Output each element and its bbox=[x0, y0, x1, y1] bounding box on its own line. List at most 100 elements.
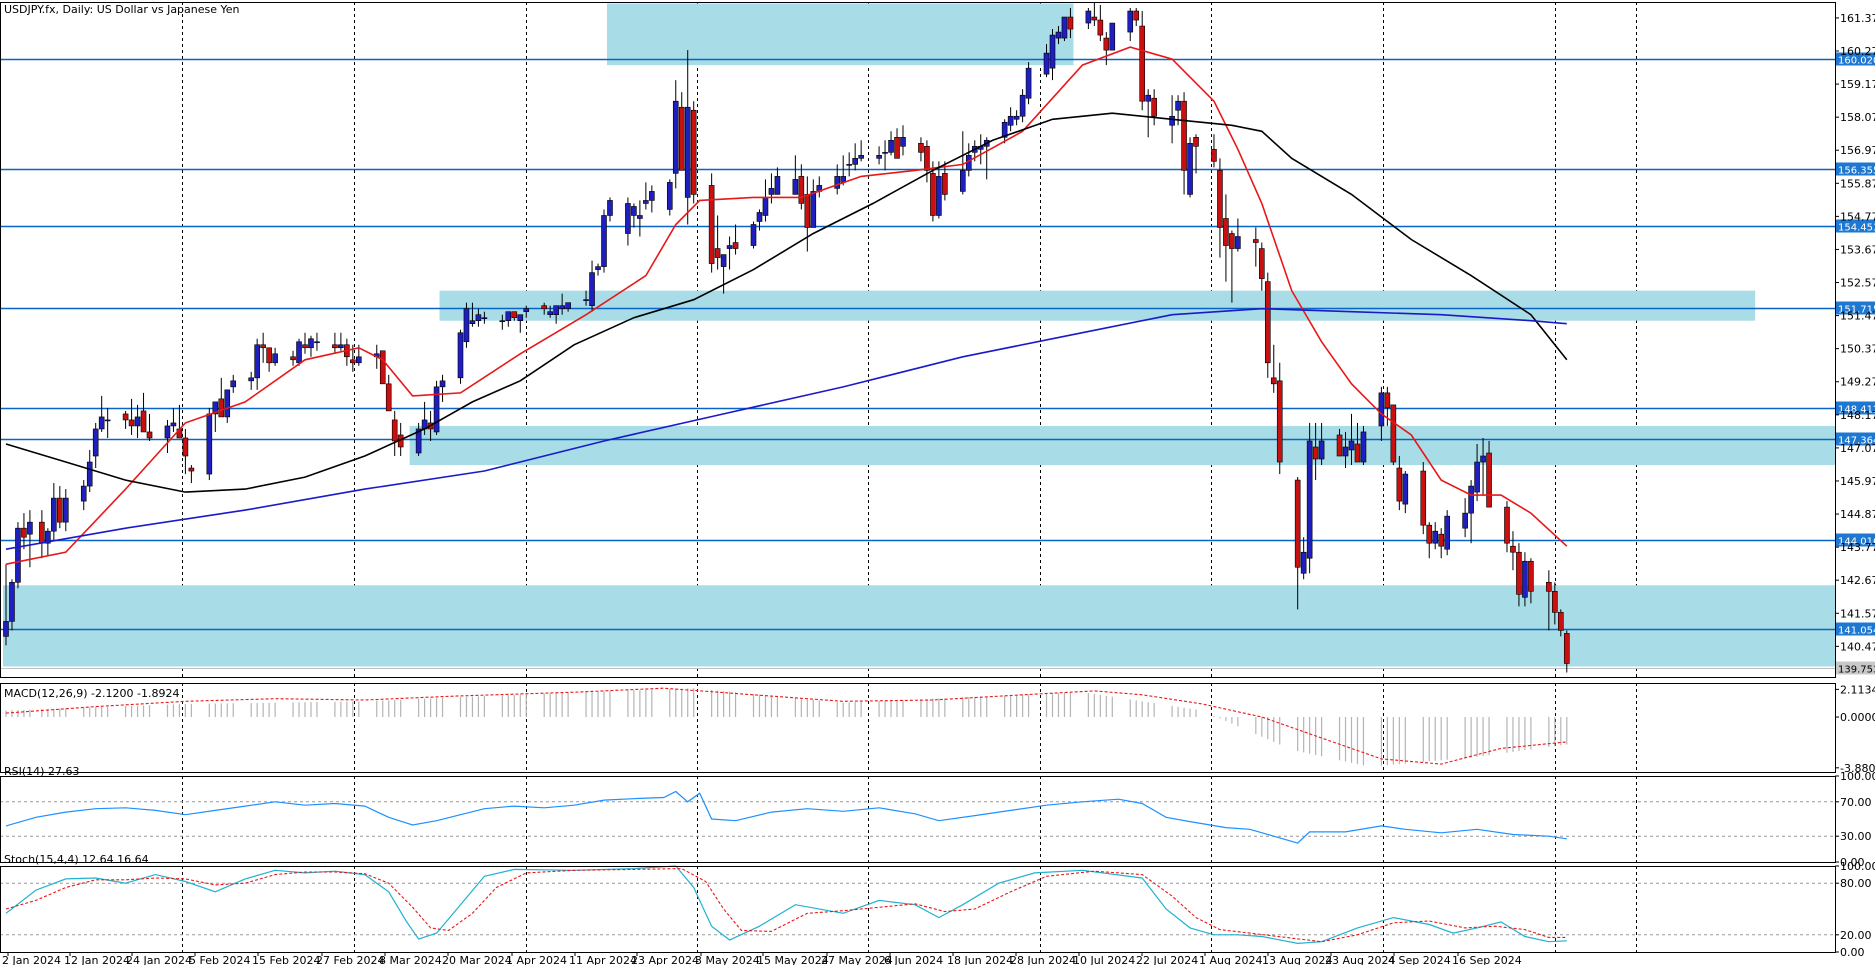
candle-bull bbox=[1049, 34, 1056, 69]
stoch-y-tick-label: 0.00 bbox=[1840, 946, 1865, 959]
candle-bull bbox=[589, 272, 595, 306]
rsi-layer bbox=[0, 790, 1835, 844]
candle-bear bbox=[1516, 551, 1522, 595]
candle-bull bbox=[523, 308, 530, 312]
candle-bear bbox=[541, 305, 548, 309]
rsi-y-tick-label: 70.00 bbox=[1840, 796, 1872, 809]
current-price-label: 139.753 bbox=[1838, 665, 1875, 676]
candle-bull bbox=[457, 332, 464, 379]
moving-average-ma-fast bbox=[5, 46, 1568, 565]
candle-bull bbox=[607, 200, 613, 216]
price-zone bbox=[3, 585, 1835, 667]
level-label: 141.054 bbox=[1838, 626, 1875, 637]
candle-bull bbox=[80, 485, 87, 502]
x-tick-label: 15 May 2024 bbox=[757, 954, 829, 965]
candle-bull bbox=[164, 425, 171, 439]
axis-layer: 161.370 160.270 159.170 158.070 156.970 155.8… bbox=[2, 12, 1875, 965]
candle-bull bbox=[296, 341, 302, 364]
candle-bull bbox=[882, 152, 888, 154]
y-tick-label: 144.870 bbox=[1840, 508, 1875, 521]
candle-bull bbox=[684, 106, 691, 198]
candle-bull bbox=[1474, 461, 1480, 493]
candle-bull bbox=[254, 344, 260, 379]
candle-bull bbox=[1432, 530, 1439, 544]
candle-bear bbox=[1139, 25, 1145, 102]
moving-average-ma-slow bbox=[5, 307, 1567, 550]
candle-bull bbox=[876, 155, 882, 159]
candle-bull bbox=[92, 428, 99, 457]
x-tick-label: 15 Feb 2024 bbox=[252, 954, 320, 965]
candle-bull bbox=[1235, 236, 1241, 249]
y-tick-label: 143.770 bbox=[1840, 541, 1875, 554]
candle-bull bbox=[1055, 31, 1062, 39]
candle-bear bbox=[798, 176, 805, 204]
stoch-y-tick-label: 80.00 bbox=[1840, 877, 1872, 890]
level-label: 147.364 bbox=[1838, 436, 1875, 447]
candle-bear bbox=[678, 106, 685, 171]
candle-bull bbox=[631, 206, 637, 216]
candle-bull bbox=[643, 200, 649, 204]
candle-bull bbox=[338, 344, 344, 349]
candle-bear bbox=[302, 344, 308, 349]
chart-title: USDJPY.fx, Daily: US Dollar vs Japanese … bbox=[4, 3, 240, 16]
candle-bear bbox=[1270, 377, 1277, 385]
candle-bull bbox=[852, 158, 858, 165]
candle-bear bbox=[804, 194, 811, 228]
candle-bull bbox=[15, 527, 21, 583]
candle-bull bbox=[212, 401, 219, 415]
y-tick-label: 140.470 bbox=[1840, 640, 1875, 653]
candle-bear bbox=[1336, 434, 1343, 457]
candle-bear bbox=[708, 185, 715, 264]
candle-bull bbox=[1013, 115, 1020, 120]
candle-bull bbox=[1187, 143, 1193, 195]
candle-bull bbox=[959, 170, 966, 192]
candle-bull bbox=[649, 191, 655, 201]
candle-bull bbox=[499, 320, 506, 323]
candle-bear bbox=[690, 109, 697, 195]
candle-bear bbox=[218, 398, 225, 418]
candle-bull bbox=[1318, 440, 1325, 460]
y-tick-label: 141.570 bbox=[1840, 607, 1875, 620]
candle-bull bbox=[1175, 100, 1181, 111]
x-tick-label: 28 Jun 2024 bbox=[1010, 954, 1076, 965]
x-tick-label: 12 Jan 2024 bbox=[64, 954, 130, 965]
candle-bear bbox=[1253, 239, 1259, 243]
pane-frame bbox=[0, 2, 1836, 678]
y-tick-label: 147.070 bbox=[1840, 442, 1875, 455]
candle-bull bbox=[463, 308, 470, 343]
y-tick-label: 149.270 bbox=[1840, 376, 1875, 389]
level-label-box bbox=[1836, 432, 1875, 446]
candle-bull bbox=[583, 299, 589, 301]
candle-bull bbox=[433, 386, 440, 433]
x-tick-label: 18 Jun 2024 bbox=[947, 954, 1013, 965]
x-tick-label: 24 Jan 2024 bbox=[126, 954, 192, 965]
candle-bear bbox=[266, 347, 272, 364]
candle-bull bbox=[3, 621, 9, 637]
candle-bull bbox=[762, 197, 769, 216]
candle-bear bbox=[188, 467, 195, 472]
pane-frame bbox=[0, 866, 1836, 953]
candle-bull bbox=[774, 176, 781, 195]
candle-bear bbox=[1486, 452, 1492, 508]
level-label-box bbox=[1836, 219, 1875, 233]
candle-bull bbox=[547, 311, 553, 315]
x-tick-label: 3 May 2024 bbox=[695, 954, 760, 965]
x-tick-label: 27 May 2024 bbox=[821, 954, 893, 965]
candle-bull bbox=[98, 416, 105, 430]
stoch-y-tick-label: 100.00 bbox=[1840, 860, 1875, 873]
candle-bull bbox=[517, 314, 524, 322]
stoch-label: Stoch(15,4,4) 12.64 16.64 bbox=[4, 853, 149, 866]
price-zone bbox=[439, 290, 1756, 321]
price-zone bbox=[606, 3, 1074, 66]
candle-bear bbox=[1558, 612, 1564, 631]
macd-signal-line bbox=[5, 687, 1567, 765]
y-tick-label: 153.670 bbox=[1840, 243, 1875, 256]
x-tick-label: 20 Mar 2024 bbox=[442, 954, 512, 965]
candle-bull bbox=[104, 419, 111, 422]
candle-bull bbox=[1085, 10, 1092, 24]
candle-bull bbox=[481, 317, 488, 320]
candle-bull bbox=[810, 191, 817, 228]
candle-bear bbox=[1276, 380, 1283, 463]
x-tick-label: 4 Sep 2024 bbox=[1388, 954, 1451, 965]
